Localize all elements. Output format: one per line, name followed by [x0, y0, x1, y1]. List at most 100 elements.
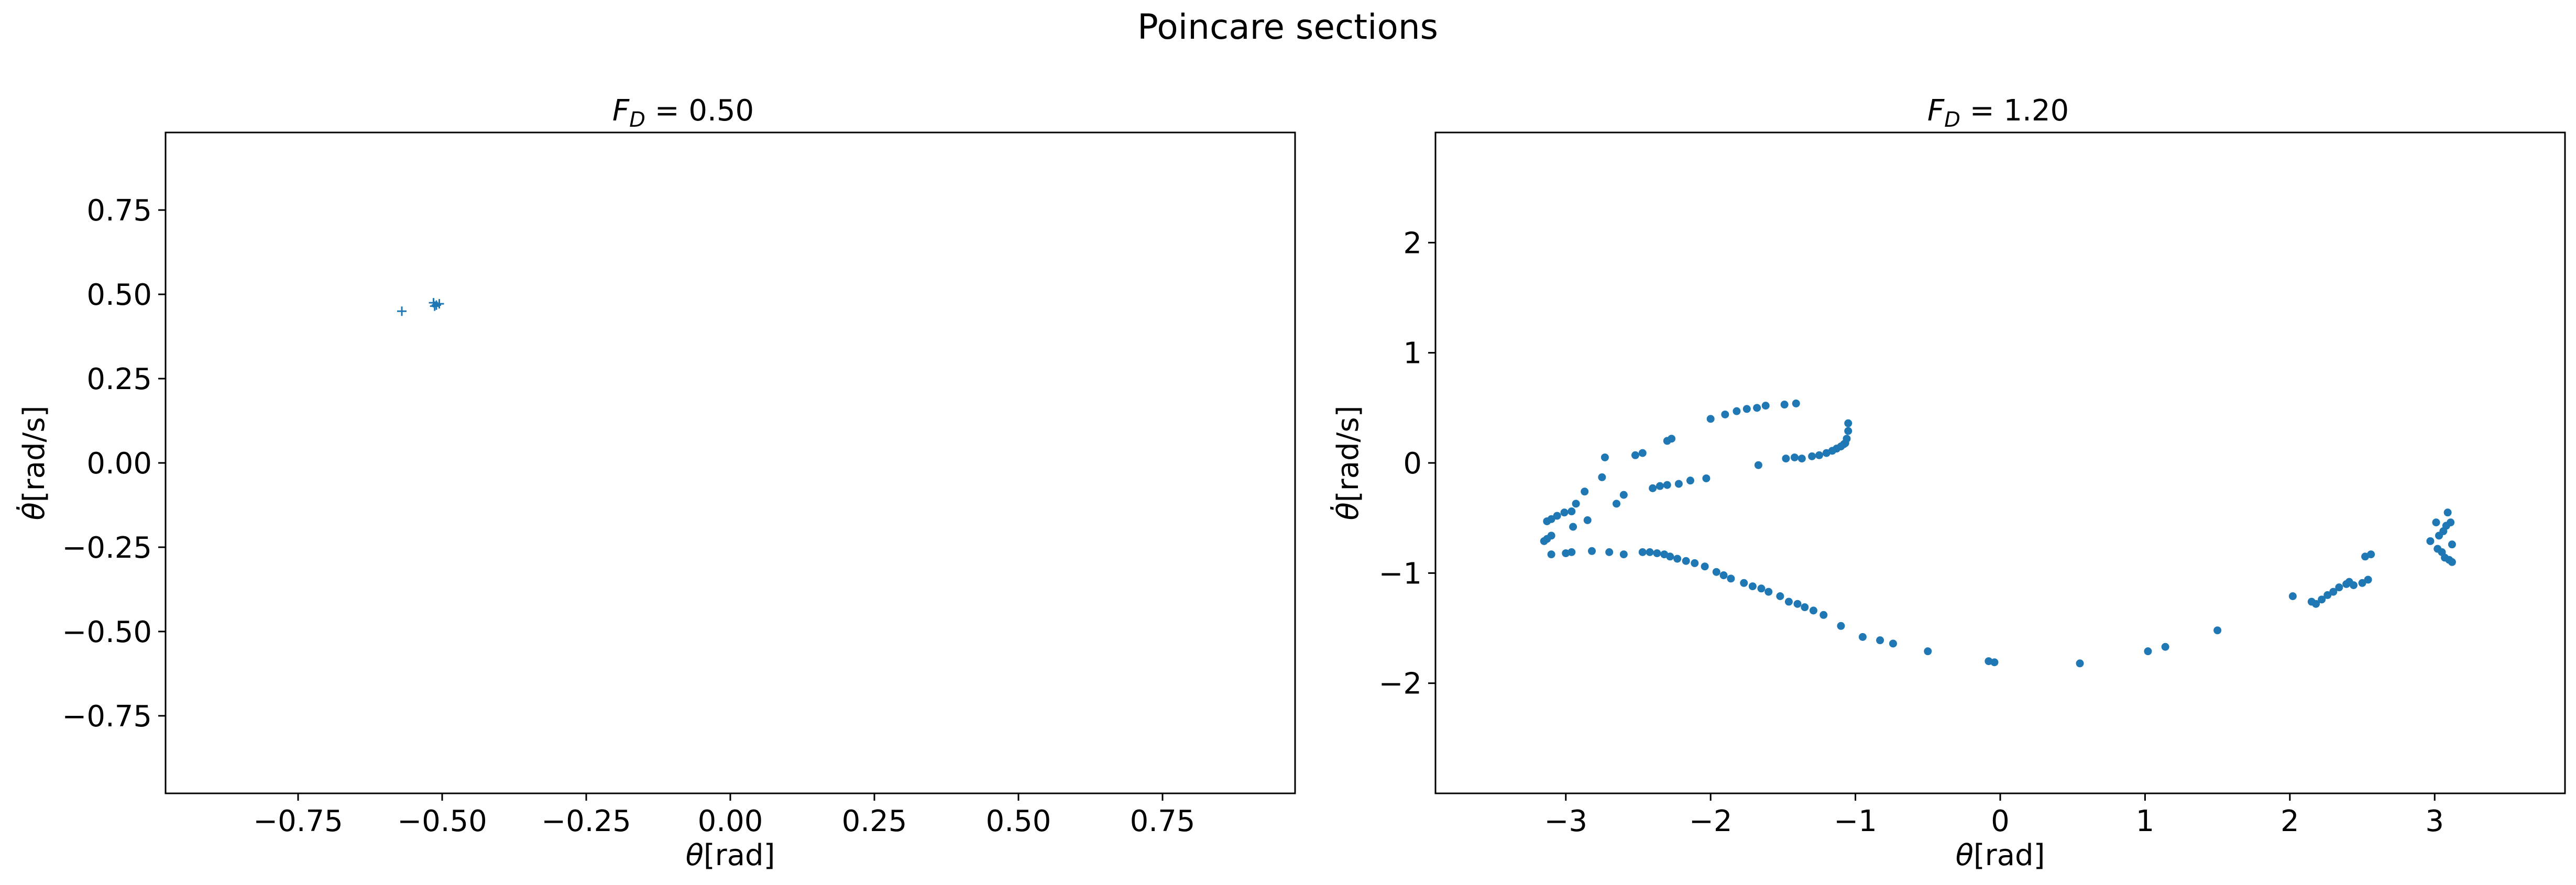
x-tick-label: 0.75	[1130, 804, 1196, 838]
data-point	[1540, 537, 1548, 545]
data-point	[1649, 484, 1657, 492]
data-point	[1588, 547, 1596, 555]
x-tick-label: 1	[2136, 804, 2155, 838]
data-point	[1653, 549, 1661, 557]
data-point	[1601, 453, 1609, 461]
data-point	[397, 306, 407, 316]
y-tick-label: 0	[1403, 447, 1422, 481]
data-point	[1815, 451, 1823, 459]
data-point	[2448, 540, 2456, 549]
data-point	[1819, 611, 1828, 619]
y-tick-label: 0.00	[86, 447, 152, 481]
data-point	[1702, 474, 1711, 482]
data-point	[1646, 548, 1654, 556]
data-point	[2213, 626, 2222, 635]
axis-ticks-left: −0.75 −0.50 −0.25 0.00 0.25 0.50 0.75 0.75 0.50 0…	[62, 194, 1195, 838]
x-tick-label: −3	[1544, 804, 1587, 838]
axis-ticks-right: −3 −2 −1 0 1 2 3 2 1 0 −1 −2	[1378, 226, 2444, 838]
data-point	[2323, 591, 2332, 599]
data-point	[1721, 410, 1729, 418]
x-axis-label-right: θ[rad]	[1956, 838, 2045, 872]
data-point	[1719, 571, 1728, 580]
data-point	[1780, 401, 1789, 409]
data-point	[1619, 550, 1628, 559]
y-tick-label: −0.50	[62, 615, 152, 649]
data-point	[2312, 600, 2320, 608]
data-point	[1656, 482, 1664, 490]
data-point	[1668, 435, 1676, 443]
data-point	[2335, 583, 2343, 592]
data-point	[1790, 453, 1799, 461]
y-axis-label-right: θ̇[rad/s]	[1330, 406, 1365, 521]
data-point	[2318, 595, 2326, 604]
panel-title-right: FD = 1.20	[1927, 94, 2069, 132]
data-point	[1858, 633, 1867, 641]
data-point	[1761, 402, 1770, 410]
x-tick-label: 0.00	[698, 804, 763, 838]
x-tick-label: 2	[2281, 804, 2299, 838]
axes-frame-left	[165, 131, 1296, 794]
y-axis-label-left: θ̇[rad/s]	[16, 406, 51, 521]
data-point	[1776, 592, 1784, 601]
data-point	[1613, 500, 1621, 508]
x-tick-label: 3	[2425, 804, 2444, 838]
data-point	[1753, 404, 1761, 412]
data-point	[1674, 480, 1683, 488]
y-tick-label: −1	[1378, 557, 1422, 591]
scatter-points-left	[397, 298, 444, 316]
data-point	[1553, 512, 1561, 520]
scatter-points-right	[1540, 399, 2456, 668]
x-tick-label: −0.50	[397, 804, 487, 838]
data-point	[1631, 451, 1639, 459]
data-point	[1782, 455, 1790, 463]
data-point	[1572, 500, 1580, 508]
data-point	[1784, 598, 1793, 606]
data-point	[1663, 481, 1671, 489]
data-point	[1682, 557, 1690, 565]
data-point	[2161, 643, 2169, 651]
data-point	[1569, 523, 1577, 531]
data-point	[1844, 419, 1852, 427]
data-point	[2144, 647, 2152, 656]
y-tick-label: −0.25	[62, 531, 152, 565]
data-point	[1638, 548, 1647, 556]
data-point	[1691, 559, 1699, 567]
data-point	[2358, 579, 2366, 587]
data-point	[2447, 518, 2455, 527]
data-point	[2443, 508, 2452, 517]
x-tick-label: −1	[1834, 804, 1877, 838]
y-tick-label: 0.50	[86, 278, 152, 312]
data-point	[1889, 639, 1897, 648]
data-point	[1701, 562, 1709, 571]
figure-title: Poincare sections	[1137, 7, 1438, 47]
data-point	[2426, 537, 2435, 545]
data-point	[2329, 588, 2338, 596]
data-point	[1809, 606, 1817, 615]
data-point	[1924, 647, 1932, 656]
data-point	[2432, 518, 2440, 527]
axes-frame-right	[1434, 131, 2566, 794]
y-tick-label: 2	[1403, 226, 1422, 260]
x-tick-label: 0.25	[842, 804, 907, 838]
data-point	[1792, 399, 1800, 407]
data-point	[1733, 407, 1741, 415]
data-point	[2448, 558, 2456, 566]
x-tick-label: 0	[1991, 804, 2010, 838]
panel-title-left: FD = 0.50	[612, 94, 754, 132]
y-tick-label: 0.25	[86, 362, 152, 396]
data-point	[430, 301, 440, 311]
data-point	[1706, 415, 1715, 423]
data-point	[1543, 517, 1551, 525]
data-point	[1666, 552, 1674, 561]
data-point	[1797, 455, 1806, 463]
data-point	[1764, 588, 1773, 596]
data-point	[1560, 508, 1569, 517]
data-point	[2288, 592, 2297, 601]
data-point	[1605, 548, 1614, 556]
x-axis-label-left: θ[rad]	[686, 838, 775, 872]
data-point	[1581, 488, 1589, 496]
data-point	[1673, 555, 1682, 563]
data-point	[1757, 584, 1766, 593]
